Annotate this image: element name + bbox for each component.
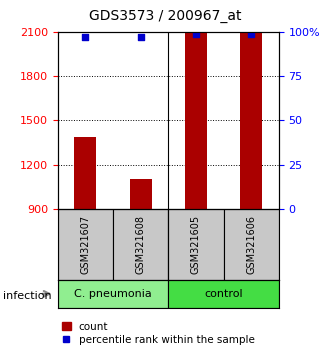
Text: infection: infection	[3, 291, 52, 301]
Text: GDS3573 / 200967_at: GDS3573 / 200967_at	[89, 9, 241, 23]
Bar	[223, 209, 279, 280]
Text: GSM321606: GSM321606	[246, 215, 256, 274]
Bar	[58, 280, 168, 308]
Point	[248, 31, 254, 36]
Point	[83, 34, 88, 40]
Bar	[185, 33, 207, 209]
Text: control: control	[204, 289, 243, 299]
Legend: count, percentile rank within the sample: count, percentile rank within the sample	[58, 317, 259, 349]
Text: GSM321605: GSM321605	[191, 215, 201, 274]
Bar	[113, 209, 168, 280]
Bar	[130, 179, 152, 209]
Bar	[58, 209, 113, 280]
Bar	[168, 209, 224, 280]
Point	[193, 31, 199, 36]
Bar	[240, 33, 262, 209]
Bar	[74, 137, 96, 209]
Bar	[168, 280, 279, 308]
Point	[138, 34, 143, 40]
Text: C. pneumonia: C. pneumonia	[74, 289, 152, 299]
Text: GSM321607: GSM321607	[81, 215, 90, 274]
Text: GSM321608: GSM321608	[136, 215, 146, 274]
